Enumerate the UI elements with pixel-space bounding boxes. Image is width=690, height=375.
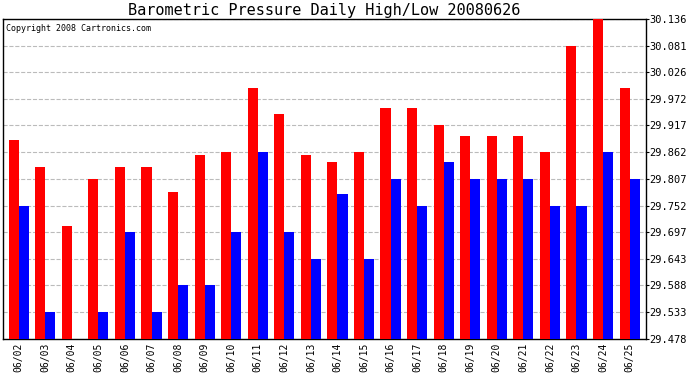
Bar — [205, 285, 215, 339]
Bar — [337, 194, 348, 339]
Bar — [513, 136, 524, 339]
Bar — [125, 232, 135, 339]
Bar — [248, 88, 258, 339]
Bar — [444, 162, 454, 339]
Bar — [35, 167, 46, 339]
Bar — [603, 152, 613, 339]
Bar — [460, 136, 471, 339]
Bar — [417, 206, 427, 339]
Bar — [486, 136, 497, 339]
Bar — [593, 19, 603, 339]
Bar — [152, 312, 161, 339]
Bar — [274, 114, 284, 339]
Bar — [19, 206, 29, 339]
Bar — [471, 179, 480, 339]
Bar — [231, 232, 241, 339]
Bar — [577, 206, 586, 339]
Bar — [301, 156, 311, 339]
Bar — [620, 88, 629, 339]
Bar — [195, 156, 205, 339]
Bar — [115, 167, 125, 339]
Text: Copyright 2008 Cartronics.com: Copyright 2008 Cartronics.com — [6, 24, 151, 33]
Bar — [168, 192, 178, 339]
Bar — [364, 258, 374, 339]
Bar — [8, 140, 19, 339]
Bar — [46, 312, 55, 339]
Bar — [141, 167, 152, 339]
Bar — [566, 46, 577, 339]
Bar — [221, 152, 231, 339]
Bar — [524, 179, 533, 339]
Bar — [327, 162, 337, 339]
Bar — [540, 152, 550, 339]
Bar — [407, 108, 417, 339]
Title: Barometric Pressure Daily High/Low 20080626: Barometric Pressure Daily High/Low 20080… — [128, 3, 520, 18]
Bar — [284, 232, 295, 339]
Bar — [629, 179, 640, 339]
Bar — [433, 125, 444, 339]
Bar — [61, 226, 72, 339]
Bar — [258, 152, 268, 339]
Bar — [88, 179, 99, 339]
Bar — [354, 152, 364, 339]
Bar — [550, 206, 560, 339]
Bar — [311, 258, 321, 339]
Bar — [380, 108, 391, 339]
Bar — [497, 179, 507, 339]
Bar — [391, 179, 401, 339]
Bar — [178, 285, 188, 339]
Bar — [99, 312, 108, 339]
